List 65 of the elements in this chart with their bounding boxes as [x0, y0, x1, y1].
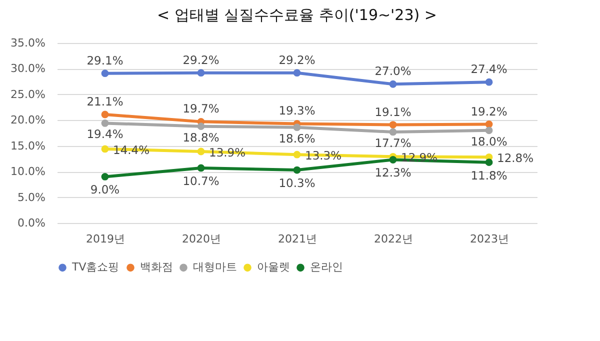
data-label: 19.3%	[278, 104, 316, 118]
data-label: 29.2%	[278, 52, 316, 67]
point	[485, 158, 493, 166]
point	[293, 69, 301, 77]
x-tick-label: 2019년	[86, 232, 125, 246]
point	[389, 121, 397, 128]
y-tick-label: 0.0%	[18, 216, 46, 230]
legend-label: 백화점	[140, 260, 173, 274]
legend-label: 온라인	[310, 260, 343, 274]
point	[197, 69, 205, 77]
point	[389, 128, 397, 136]
point	[101, 173, 109, 180]
data-label: 9.0%	[90, 182, 120, 197]
point	[101, 120, 109, 127]
data-label: 29.2%	[182, 52, 220, 67]
data-label: 13.9%	[209, 146, 246, 160]
x-tick-label: 2023년	[470, 232, 509, 246]
y-tick-label: 25.0%	[10, 88, 46, 101]
data-label: 27.4%	[470, 62, 508, 76]
point	[485, 126, 493, 134]
data-label: 12.8%	[497, 151, 534, 166]
data-label: 21.1%	[86, 94, 124, 108]
legend-label: 대형마트	[193, 260, 237, 274]
x-tick-label: 2021년	[278, 232, 317, 246]
point	[485, 78, 493, 86]
point	[293, 166, 301, 174]
data-label: 18.8%	[182, 130, 220, 144]
data-label: 14.4%	[113, 142, 150, 157]
y-tick-label: 10.0%	[10, 165, 46, 178]
data-label: 13.3%	[305, 148, 342, 163]
point	[485, 120, 493, 128]
data-label: 18.0%	[470, 134, 508, 148]
x-tick-label: 2022년	[374, 232, 413, 246]
point	[101, 70, 109, 78]
point	[101, 110, 109, 118]
y-tick-label: 20.0%	[10, 114, 46, 127]
data-label: 17.7%	[374, 136, 412, 150]
legend-label: 아울렛	[257, 260, 290, 274]
data-label: 10.7%	[182, 174, 220, 188]
data-label: 11.8%	[470, 168, 508, 182]
x-tick-label: 2020년	[182, 232, 221, 246]
data-label: 19.2%	[470, 104, 508, 118]
data-label: 12.3%	[374, 166, 412, 180]
data-label: 29.1%	[86, 53, 124, 68]
point	[389, 80, 397, 88]
y-tick-label: 30.0%	[10, 62, 46, 76]
point	[293, 124, 301, 132]
point	[389, 156, 397, 164]
point	[293, 150, 301, 158]
data-label: 19.1%	[374, 104, 412, 119]
chart-title: < 업태별 실질수수료율 추이('19~'23) >	[157, 6, 437, 24]
y-tick-label: 5.0%	[18, 190, 46, 204]
y-tick-label: 15.0%	[10, 139, 46, 152]
point	[197, 148, 205, 156]
data-label: 12.9%	[401, 150, 438, 165]
data-label: 19.7%	[182, 102, 220, 116]
data-label: 10.3%	[278, 176, 316, 190]
legend-label: TV홈쇼핑	[71, 260, 120, 274]
point	[197, 164, 205, 172]
y-tick-label: 35.0%	[10, 36, 46, 50]
data-label: 27.0%	[374, 64, 412, 78]
data-label: 18.6%	[278, 131, 316, 146]
point	[101, 145, 109, 153]
point	[197, 122, 205, 130]
data-label: 19.4%	[86, 127, 124, 142]
